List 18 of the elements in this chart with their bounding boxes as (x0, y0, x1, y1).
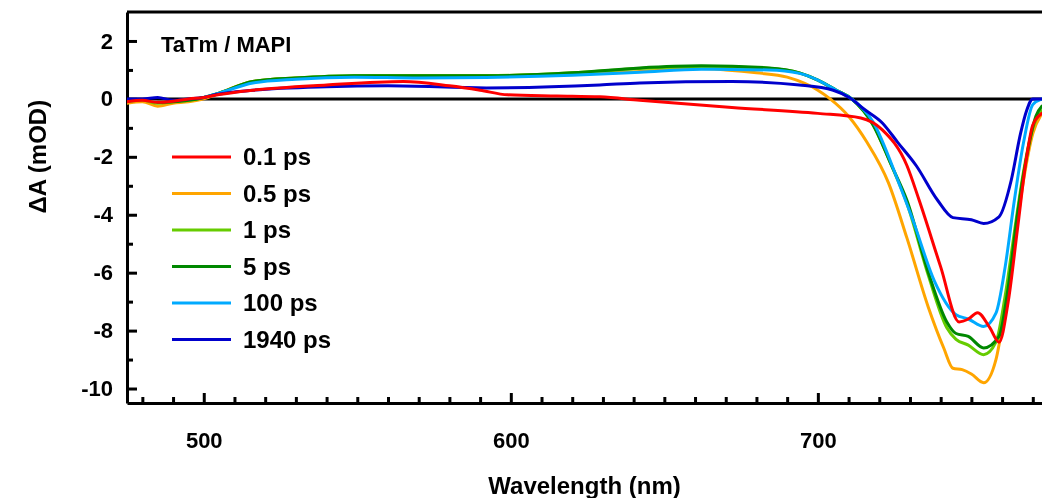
y-tick-label: -4 (93, 202, 114, 228)
y-tick-label: -10 (81, 376, 113, 402)
text: TaTm / MAPI (161, 32, 292, 57)
legend-label: 0.1 ps (243, 143, 312, 170)
x-tick-label: 700 (800, 427, 837, 453)
y-tick-label: -8 (93, 318, 113, 344)
x-tick-label: 500 (185, 427, 223, 453)
legend-label: 5 ps (243, 252, 292, 280)
legend-label: 1 ps (243, 216, 292, 243)
y-tick-label: 2 (100, 28, 113, 54)
y-tick-label: -6 (93, 260, 113, 286)
y-axis-title: ΔA (mOD) (24, 99, 51, 214)
legend-label: 1940 ps (243, 325, 332, 353)
y-tick-label: 0 (100, 86, 113, 112)
legend-label: 0.5 ps (243, 179, 312, 207)
legend-label: 100 ps (243, 289, 318, 316)
y-tick-label: -2 (93, 144, 113, 170)
x-tick-label: 600 (492, 427, 530, 453)
